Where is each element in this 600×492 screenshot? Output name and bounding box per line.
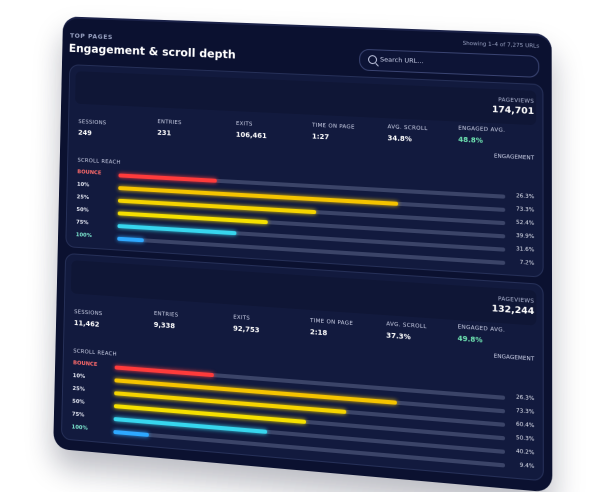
engagement-label: ENGAGEMENT bbox=[494, 154, 534, 162]
page-title: Engagement & scroll depth bbox=[69, 41, 236, 61]
avg-scroll-label: AVG. SCROLL bbox=[386, 321, 426, 330]
row-label: 10% bbox=[73, 373, 86, 380]
avg-scroll-value: 37.3% bbox=[386, 331, 427, 342]
scroll-reach-label: SCROLL REACH bbox=[73, 348, 117, 357]
row-percent: 26.3% bbox=[516, 395, 534, 403]
sessions-value: 249 bbox=[78, 129, 106, 138]
section-eyebrow: TOP PAGES bbox=[70, 32, 113, 41]
engaged-avg-label: ENGAGED AVG. bbox=[458, 126, 505, 134]
row-label: 50% bbox=[76, 207, 88, 214]
engaged-avg-stat: ENGAGED AVG. 49.8% bbox=[458, 324, 506, 346]
engaged-avg-stat: ENGAGED AVG. 48.8% bbox=[458, 126, 505, 146]
time-on-page-stat: TIME ON PAGE 1:27 bbox=[312, 123, 355, 143]
exits-stat: EXITS 106,461 bbox=[236, 121, 267, 140]
entries-stat: ENTRIES 9,338 bbox=[154, 311, 179, 331]
entries-value: 231 bbox=[157, 129, 181, 138]
row-percent: 31.6% bbox=[516, 246, 534, 253]
row-label: 75% bbox=[72, 412, 85, 419]
exits-value: 106,461 bbox=[236, 131, 267, 140]
exits-label: EXITS bbox=[233, 315, 260, 323]
search-input[interactable]: Search URL... bbox=[359, 49, 539, 78]
time-on-page-stat: TIME ON PAGE 2:18 bbox=[310, 318, 353, 339]
search-placeholder: Search URL... bbox=[380, 55, 424, 65]
time-on-page-label: TIME ON PAGE bbox=[310, 318, 353, 327]
entries-label: ENTRIES bbox=[157, 119, 181, 126]
avg-scroll-stat: AVG. SCROLL 37.3% bbox=[386, 321, 427, 342]
search-icon bbox=[368, 55, 377, 64]
row-label: BOUNCE bbox=[73, 360, 97, 368]
row-label: 10% bbox=[77, 182, 89, 188]
row-label: 25% bbox=[77, 194, 89, 201]
sessions-label: SESSIONS bbox=[74, 309, 102, 317]
row-fill bbox=[113, 430, 148, 437]
engagement-label: ENGAGEMENT bbox=[494, 354, 535, 363]
row-label: BOUNCE bbox=[77, 169, 101, 176]
entries-label: ENTRIES bbox=[154, 311, 179, 319]
row-label: 100% bbox=[72, 424, 88, 431]
row-percent: 73.3% bbox=[516, 408, 534, 416]
row-percent: 50.3% bbox=[516, 435, 534, 443]
page-card[interactable]: PAGEVIEWS 174,701 SESSIONS 249 ENTRIES 2… bbox=[65, 64, 543, 278]
engaged-avg-label: ENGAGED AVG. bbox=[458, 324, 506, 333]
row-label: 50% bbox=[72, 399, 85, 406]
avg-scroll-label: AVG. SCROLL bbox=[388, 124, 428, 132]
row-percent: 40.2% bbox=[516, 449, 534, 457]
row-label: 100% bbox=[76, 232, 92, 239]
time-on-page-label: TIME ON PAGE bbox=[312, 123, 355, 131]
row-percent: 60.4% bbox=[516, 422, 534, 430]
row-percent: 7.2% bbox=[520, 260, 535, 267]
exits-stat: EXITS 92,753 bbox=[233, 315, 260, 335]
row-percent: 73.3% bbox=[516, 206, 534, 213]
tablet-frame: TOP PAGES Engagement & scroll depth Show… bbox=[53, 16, 552, 492]
sessions-label: SESSIONS bbox=[78, 119, 106, 126]
time-on-page-value: 1:27 bbox=[312, 133, 355, 143]
row-percent: 52.4% bbox=[516, 220, 534, 227]
row-percent: 26.3% bbox=[516, 193, 534, 200]
engaged-avg-value: 49.8% bbox=[458, 335, 506, 347]
entries-stat: ENTRIES 231 bbox=[157, 119, 182, 138]
result-count: Showing 1–4 of 7,275 URLs bbox=[463, 41, 540, 50]
row-fill bbox=[117, 237, 144, 242]
exits-label: EXITS bbox=[236, 121, 267, 128]
entries-value: 9,338 bbox=[154, 321, 179, 331]
avg-scroll-stat: AVG. SCROLL 34.8% bbox=[387, 124, 427, 144]
time-on-page-value: 2:18 bbox=[310, 328, 353, 339]
row-percent: 9.4% bbox=[520, 462, 535, 470]
sessions-value: 11,462 bbox=[74, 319, 102, 329]
scroll-reach-label: SCROLL REACH bbox=[77, 158, 120, 166]
sessions-stat: SESSIONS 249 bbox=[78, 119, 106, 138]
sessions-stat: SESSIONS 11,462 bbox=[74, 309, 103, 329]
row-label: 75% bbox=[76, 220, 88, 227]
row-fill bbox=[118, 173, 216, 182]
page-card[interactable]: PAGEVIEWS 132,244 SESSIONS 11,462 ENTRIE… bbox=[61, 253, 544, 481]
row-fill bbox=[117, 224, 236, 235]
row-fill bbox=[115, 365, 214, 376]
engaged-avg-value: 48.8% bbox=[458, 136, 505, 146]
exits-value: 92,753 bbox=[233, 325, 260, 335]
avg-scroll-value: 34.8% bbox=[387, 134, 427, 144]
row-fill bbox=[118, 211, 268, 223]
pageviews-value: 174,701 bbox=[492, 105, 534, 117]
row-label: 25% bbox=[72, 386, 85, 393]
card-top-strip bbox=[75, 71, 536, 125]
row-percent: 39.9% bbox=[516, 233, 534, 240]
